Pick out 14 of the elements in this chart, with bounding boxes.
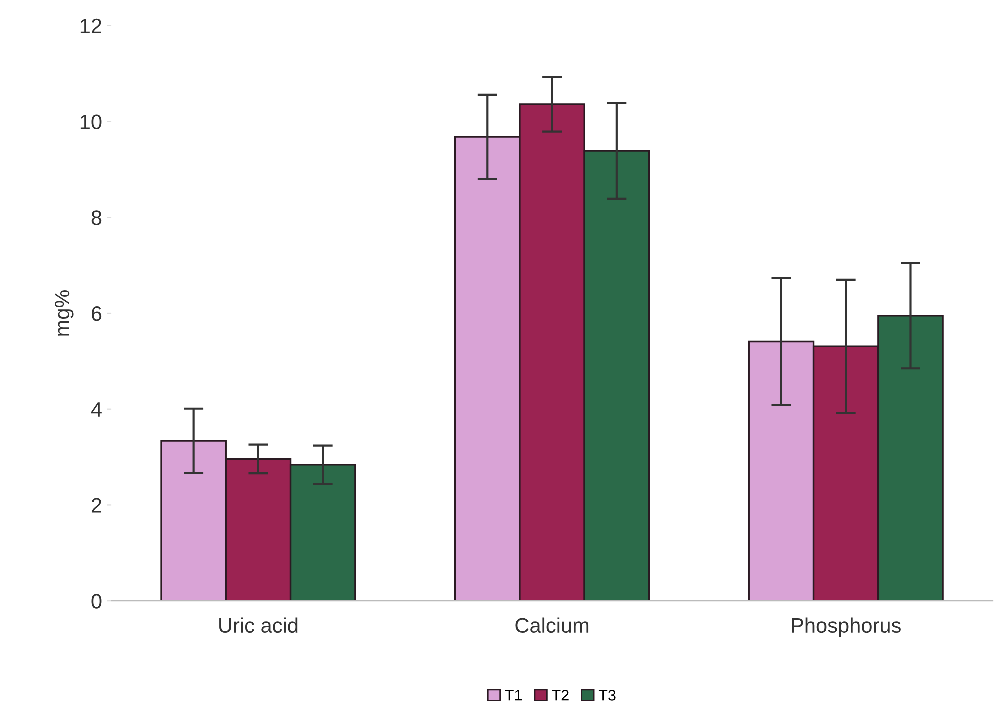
x-tick-label: Calcium <box>516 618 589 634</box>
y-tick-label: 6 <box>92 306 102 322</box>
x-tick-label: Phosphorus <box>792 618 901 638</box>
y-axis-title: mg% <box>55 290 74 336</box>
y-tick-label: 12 <box>80 18 102 34</box>
y-tick-label: 8 <box>92 210 102 226</box>
y-tick-label: 10 <box>80 114 102 130</box>
legend-label: T1 <box>505 690 522 701</box>
y-tick-label: 0 <box>92 594 102 609</box>
x-tick-label: Uric acid <box>220 618 298 634</box>
legend-label: T3 <box>598 690 616 701</box>
legend-label: T2 <box>552 690 569 701</box>
y-tick-label: 2 <box>92 498 102 513</box>
y-tick-label: 4 <box>91 402 102 417</box>
